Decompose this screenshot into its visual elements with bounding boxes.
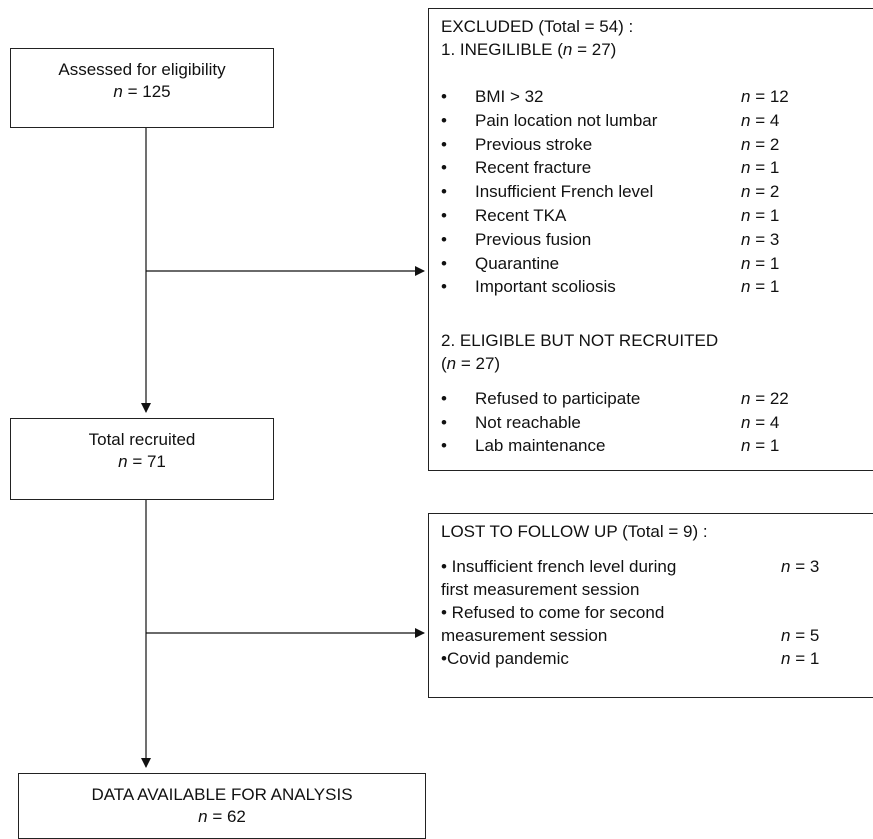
list-item-label: Quarantine	[475, 253, 560, 273]
lost-line1: • Insufficient french level during	[441, 557, 677, 576]
bullet-icon: •	[441, 229, 447, 249]
eligible-heading-line1: 2. ELIGIBLE BUT NOT RECRUITED	[441, 331, 719, 350]
list-item-count: n = 2	[741, 134, 780, 154]
list-item-count: n = 4	[741, 412, 780, 432]
analysis-count: n = 62	[198, 807, 246, 826]
lost-line2: first measurement session	[441, 580, 640, 599]
excluded-box: EXCLUDED (Total = 54) : 1. INEGILIBLE (n…	[428, 8, 873, 471]
list-item-count: n = 22	[741, 389, 789, 408]
list-item-count: n = 3	[741, 229, 780, 249]
list-item-label: BMI > 32	[475, 87, 544, 106]
lost-box: LOST TO FOLLOW UP (Total = 9) : • Insuff…	[428, 513, 873, 698]
lost-line3: • Refused to come for second	[441, 603, 665, 622]
bullet-icon: •	[441, 412, 447, 432]
lost-title: LOST TO FOLLOW UP (Total = 9) :	[441, 522, 708, 541]
list-item-label: Pain location not lumbar	[475, 110, 658, 130]
list-item-count: n = 1	[741, 206, 780, 225]
list-item-count: n = 1	[741, 253, 780, 273]
list-item-count: n = 1	[741, 158, 780, 178]
list-item-label: Not reachable	[475, 412, 581, 432]
list-item-label: Insufficient French level	[475, 182, 654, 202]
bullet-icon: •	[441, 134, 447, 154]
list-item-label: Recent TKA	[475, 206, 567, 225]
bullet-icon: •	[441, 253, 447, 273]
list-item-label: Important scoliosis	[475, 277, 616, 297]
bullet-icon: •	[441, 158, 447, 178]
list-item-label: Refused to participate	[475, 389, 641, 408]
bullet-icon: •	[441, 182, 447, 202]
assessed-label: Assessed for eligibility	[58, 60, 226, 79]
assessed-count: n = 125	[113, 82, 171, 101]
lost-line4: measurement session	[441, 626, 608, 645]
recruited-box: Total recruited n = 71	[10, 418, 274, 500]
bullet-icon: •	[441, 277, 447, 297]
ineligible-heading: 1. INEGILIBLE (n = 27)	[441, 40, 617, 59]
recruited-count: n = 71	[118, 452, 166, 471]
bullet-icon: •	[441, 206, 447, 225]
list-item-count: n = 12	[741, 87, 789, 106]
lost-line4-count: n = 5	[781, 626, 820, 645]
bullet-icon: •	[441, 389, 447, 408]
list-item-label: Lab maintenance	[475, 436, 606, 455]
bullet-icon: •	[441, 110, 447, 130]
list-item-label: Previous fusion	[475, 229, 592, 249]
recruited-label: Total recruited	[88, 430, 196, 449]
analysis-box: DATA AVAILABLE FOR ANALYSIS n = 62	[18, 773, 426, 839]
list-item-count: n = 1	[741, 277, 780, 297]
lost-line5-count: n = 1	[781, 649, 820, 668]
analysis-label: DATA AVAILABLE FOR ANALYSIS	[91, 785, 353, 804]
lost-line1-count: n = 3	[781, 557, 820, 576]
list-item-count: n = 2	[741, 182, 780, 202]
list-item-count: n = 4	[741, 110, 780, 130]
list-item-label: Previous stroke	[475, 134, 593, 154]
bullet-icon: •	[441, 87, 447, 106]
bullet-icon: •	[441, 436, 447, 455]
eligible-heading-line2: (n = 27)	[441, 354, 501, 373]
assessed-box: Assessed for eligibility n = 125	[10, 48, 274, 128]
excluded-title: EXCLUDED (Total = 54) :	[441, 17, 634, 36]
lost-line5: •Covid pandemic	[441, 649, 569, 668]
list-item-label: Recent fracture	[475, 158, 592, 178]
list-item-count: n = 1	[741, 436, 780, 455]
